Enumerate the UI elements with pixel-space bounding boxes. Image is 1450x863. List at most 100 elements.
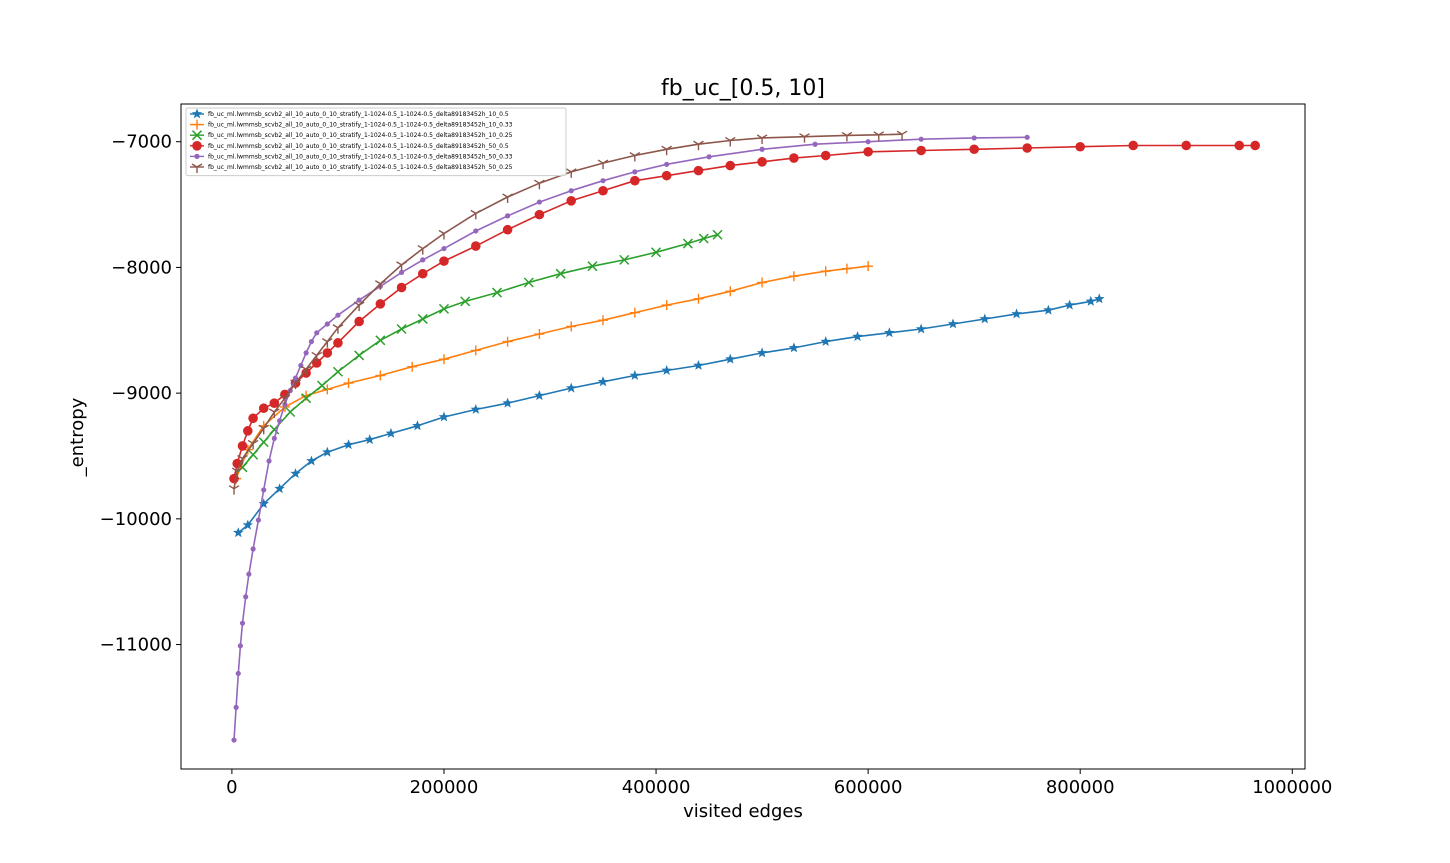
data-point — [725, 286, 736, 297]
data-point — [438, 354, 449, 365]
data-point — [502, 336, 513, 347]
data-point — [651, 247, 662, 258]
data-point — [385, 427, 397, 438]
data-point — [725, 353, 736, 364]
data-point — [491, 287, 503, 298]
y-tick-label: −9000 — [111, 383, 172, 404]
legend-item: fb_uc_ml.lwmmsb_scvb2_all_10_auto_0_10_s… — [190, 141, 509, 151]
data-point — [502, 397, 513, 408]
data-point — [396, 261, 407, 271]
data-point — [1011, 308, 1022, 319]
x-axis: 0 200000 400000 600000 800000 1000000 — [226, 769, 1332, 798]
data-point — [502, 224, 513, 235]
data-point — [470, 404, 481, 414]
series-6 — [228, 130, 908, 495]
data-point — [303, 350, 309, 356]
data-point — [470, 241, 481, 251]
data-point — [971, 135, 977, 141]
data-point — [1022, 143, 1032, 153]
data-point — [693, 140, 704, 151]
data-point — [274, 483, 285, 494]
data-point — [324, 321, 330, 327]
data-point — [555, 268, 566, 279]
data-point — [235, 670, 241, 677]
legend-item: fb_uc_ml.lwmmsb_scvb2_all_10_auto_0_10_s… — [190, 163, 513, 173]
data-point — [536, 199, 543, 205]
data-point — [237, 441, 248, 451]
x-tick-label: 600000 — [834, 777, 903, 798]
data-point — [534, 390, 545, 401]
data-point — [896, 130, 908, 141]
x-axis-label: visited edges — [683, 801, 803, 822]
data-point — [841, 131, 853, 142]
legend-marker — [191, 130, 203, 141]
data-point — [438, 303, 450, 314]
data-point — [243, 426, 253, 436]
data-point — [566, 321, 577, 332]
data-point — [632, 169, 638, 175]
data-point — [661, 365, 672, 375]
data-point — [277, 418, 283, 424]
data-point — [629, 307, 640, 318]
data-point — [756, 347, 768, 358]
y-tick-label: −7000 — [111, 132, 172, 153]
data-point — [598, 315, 609, 326]
data-point — [258, 437, 269, 448]
data-point — [598, 185, 608, 196]
data-point — [1250, 140, 1260, 151]
data-point — [863, 261, 874, 272]
data-point — [332, 324, 344, 334]
data-point — [852, 331, 863, 341]
legend-marker — [192, 141, 202, 151]
data-point — [725, 160, 736, 171]
legend-label: fb_uc_ml.lwmmsb_scvb2_all_10_auto_0_10_s… — [208, 153, 513, 160]
y-tick-label: −11000 — [100, 635, 172, 656]
data-point — [333, 338, 343, 348]
data-point — [597, 376, 609, 387]
data-point — [439, 256, 449, 266]
data-point — [301, 393, 312, 404]
data-point — [246, 571, 252, 577]
data-point — [661, 170, 672, 181]
data-point — [1024, 134, 1030, 140]
data-point — [1043, 304, 1054, 315]
series-5 — [231, 134, 1030, 743]
data-point — [228, 485, 240, 495]
data-point — [979, 313, 990, 324]
data-point — [629, 370, 641, 380]
data-point — [417, 268, 428, 279]
data-point — [407, 361, 418, 372]
legend-item: fb_uc_ml.lwmmsb_scvb2_all_10_auto_0_10_s… — [190, 119, 513, 130]
data-point — [316, 380, 328, 391]
y-axis-label: _entropy — [67, 397, 88, 477]
data-point — [820, 336, 831, 346]
data-point — [1064, 299, 1075, 310]
legend-label: fb_uc_ml.lwmmsb_scvb2_all_10_auto_0_10_s… — [208, 143, 509, 150]
data-point — [247, 439, 259, 450]
data-point — [693, 165, 704, 176]
data-point — [290, 379, 301, 390]
data-point — [757, 157, 767, 167]
data-point — [630, 175, 640, 186]
data-point — [322, 384, 333, 395]
data-point — [789, 153, 799, 163]
data-point — [300, 365, 312, 376]
data-point — [915, 323, 927, 334]
data-point — [242, 519, 253, 530]
x-tick-label: 400000 — [622, 777, 691, 798]
data-point — [441, 245, 447, 252]
data-point — [698, 233, 709, 244]
legend-marker — [192, 119, 202, 130]
data-point — [354, 350, 365, 361]
data-point — [231, 467, 243, 478]
legend-item: fb_uc_ml.lwmmsb_scvb2_all_10_auto_0_10_s… — [190, 108, 509, 119]
data-point — [916, 145, 926, 156]
data-point — [306, 455, 317, 466]
chart-title: fb_uc_[0.5, 10] — [661, 76, 825, 101]
data-point — [285, 406, 296, 418]
data-point — [343, 378, 354, 389]
x-tick-label: 1000000 — [1252, 777, 1332, 798]
data-point — [597, 159, 609, 170]
data-point — [863, 146, 873, 157]
data-point — [712, 229, 723, 240]
